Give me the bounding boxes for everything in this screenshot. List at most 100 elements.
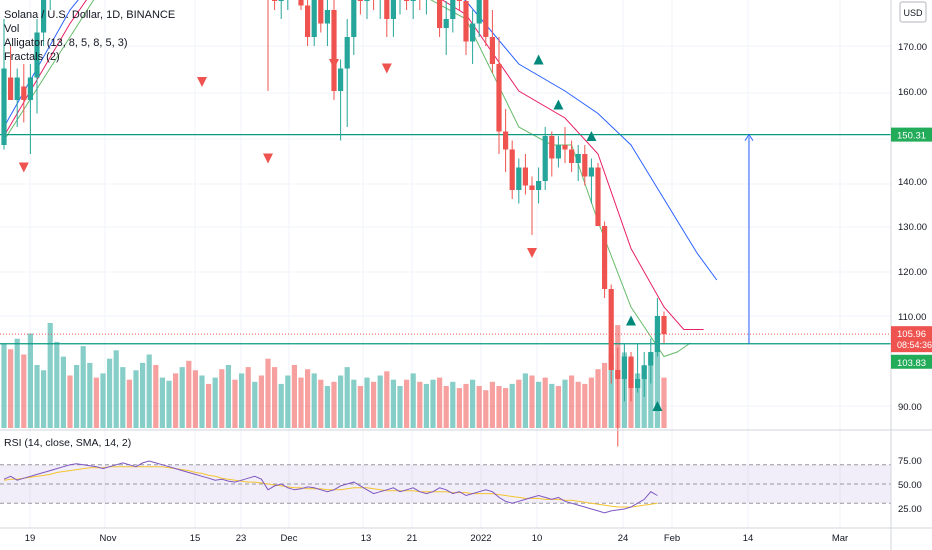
volume-bar: [291, 365, 297, 428]
fractals-label[interactable]: Fractals (2): [4, 51, 60, 63]
candle-body: [569, 149, 575, 163]
volume-bar: [93, 377, 99, 428]
volume-bar: [126, 379, 132, 428]
rsi-tick-label: 25.00: [898, 504, 922, 515]
price-tick-label: 120.00: [898, 267, 927, 278]
currency-badge[interactable]: USD: [899, 1, 927, 23]
volume-bar: [311, 373, 317, 428]
lower-level-tag-box: [891, 354, 932, 369]
candle-body: [503, 131, 509, 150]
rsi-tick-label: 75.00: [898, 456, 922, 467]
volume-bar: [463, 383, 469, 428]
price-axis-background: [891, 0, 932, 550]
volume-bar: [483, 390, 489, 428]
time-tick-label: Dec: [281, 533, 298, 544]
volume-bar: [206, 383, 212, 428]
volume-bar: [278, 383, 284, 428]
volume-bar: [450, 381, 456, 428]
time-tick-label: 14: [743, 533, 754, 544]
volume-bar: [437, 377, 443, 428]
fractal-down-marker: [381, 63, 392, 74]
candle-body: [549, 136, 555, 159]
candle-body: [364, 0, 370, 1]
volume-bar: [324, 386, 330, 428]
volume-bar: [602, 362, 608, 428]
volume-bar: [120, 367, 126, 428]
candle-body: [522, 167, 528, 186]
volume-bar: [21, 354, 27, 428]
candle-body: [516, 167, 522, 190]
candle-body: [588, 167, 594, 177]
volume-bar: [80, 346, 86, 428]
volume-bar: [140, 362, 146, 428]
volume-bar: [219, 369, 225, 428]
volume-bar: [423, 383, 429, 428]
volume-bar: [562, 379, 568, 428]
volume-bar: [344, 367, 350, 428]
fractal-down-marker: [527, 248, 537, 258]
candle-body: [404, 0, 410, 1]
time-tick-label: 19: [25, 533, 36, 544]
volume-bar: [608, 354, 614, 428]
candle-body: [324, 10, 330, 24]
candle-body: [338, 68, 344, 91]
candle-body: [635, 379, 641, 388]
candle-body: [278, 0, 284, 1]
volume-bar: [166, 380, 172, 428]
volume-bar: [87, 362, 93, 428]
volume-bar: [252, 381, 258, 428]
price-tick-label: 90.00: [898, 402, 922, 413]
volume-bar: [67, 375, 73, 428]
volume-bar: [186, 360, 192, 428]
volume-bar: [555, 386, 561, 428]
volume-label[interactable]: Vol: [4, 23, 20, 35]
alligator-label[interactable]: Alligator (13, 8, 5, 8, 5, 3): [4, 37, 128, 49]
volume-bar: [648, 354, 654, 428]
candle-body: [470, 23, 476, 42]
volume-bar: [569, 375, 575, 428]
candle-body: [648, 352, 654, 366]
candle-body: [595, 167, 601, 226]
volume-bar: [265, 358, 271, 428]
upper-level-tag-text: 150.31: [897, 131, 926, 142]
volume-bar: [133, 370, 139, 428]
candle-body: [27, 77, 33, 100]
volume-bar: [212, 377, 218, 428]
volume-bar: [364, 377, 370, 428]
time-tick-label: 13: [361, 533, 372, 544]
price-tick-label: 140.00: [898, 177, 927, 188]
volume-bar: [417, 381, 423, 428]
candle-body: [483, 0, 489, 37]
volume-bar: [595, 369, 601, 428]
volume-bar: [582, 383, 588, 428]
volume-bar: [377, 375, 383, 428]
time-tick-label: 23: [236, 533, 247, 544]
volume-bar: [199, 375, 205, 428]
volume-bar: [661, 377, 667, 428]
symbol-title[interactable]: Solana / U.S. Dollar, 1D, BINANCE: [4, 9, 176, 21]
volume-bar: [179, 367, 185, 428]
volume-bar: [529, 375, 535, 428]
time-tick-label: 21: [407, 533, 418, 544]
volume-bar: [14, 338, 20, 428]
volume-bar: [588, 377, 594, 428]
volume-bar: [549, 383, 555, 428]
candle-body: [562, 145, 568, 150]
candle-body: [357, 0, 363, 1]
volume-bar: [456, 388, 462, 428]
time-tick-label: Mar: [832, 533, 848, 544]
chart-legend: Solana / U.S. Dollar, 1D, BINANCE Vol Al…: [4, 8, 175, 64]
candle-body: [318, 0, 324, 24]
volume-bar: [60, 356, 66, 428]
volume-bar: [285, 375, 291, 428]
volume-bar: [107, 358, 113, 428]
time-tick-label: 24: [618, 533, 629, 544]
countdown-tag-text: 08:54:36: [897, 340, 932, 350]
price-tick-label: 160.00: [898, 87, 927, 98]
candle-body: [529, 185, 535, 190]
candle-body: [8, 77, 14, 100]
candle-body: [602, 226, 608, 289]
volume-bar: [331, 381, 337, 428]
